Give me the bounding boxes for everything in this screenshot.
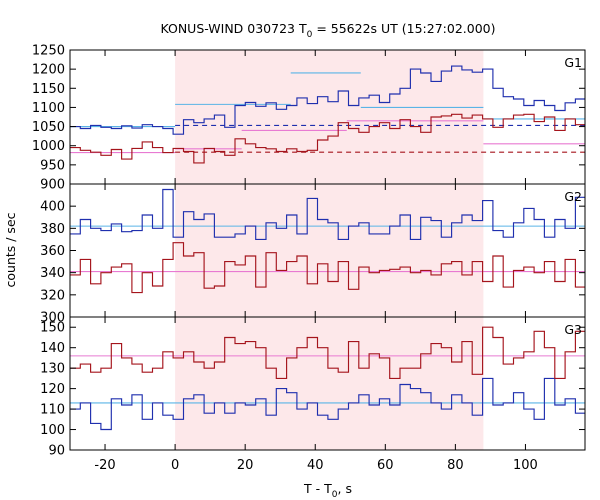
panel-g3: [70, 326, 585, 431]
y-tick-label: 1150: [32, 82, 65, 97]
panels: [70, 65, 585, 431]
y-tick-label: 90: [48, 444, 65, 459]
y-tick-label: 300: [40, 311, 65, 326]
y-tick-label: 900: [40, 178, 65, 193]
y-tick-label: 340: [40, 266, 65, 281]
y-tick-label: 1050: [32, 120, 65, 135]
x-tick-label: 40: [307, 458, 324, 473]
series-blue-g2: [70, 188, 585, 240]
series-blue-g3: [70, 377, 585, 431]
panel-label-g3: G3: [564, 322, 582, 337]
y-tick-label: 1000: [32, 139, 65, 154]
x-axis-ticks: -20 0 20 40 60 80 100: [94, 458, 537, 473]
panel-g1: [70, 65, 585, 164]
series-blue-g1: [70, 65, 585, 135]
panel-label-g1: G1: [564, 55, 582, 70]
y-tick-label: 120: [40, 382, 65, 397]
x-tick-label: 0: [171, 458, 179, 473]
y-tick-label: 150: [40, 321, 65, 336]
x-tick-label: 80: [447, 458, 464, 473]
series-red-g2: [70, 242, 585, 294]
y-tick-label: 360: [40, 244, 65, 259]
panel-g2: [70, 188, 585, 294]
y-axis-label: counts / sec: [3, 212, 18, 287]
x-tick-label: 60: [377, 458, 394, 473]
x-tick-label: -20: [94, 458, 115, 473]
y-tick-label: 1100: [32, 101, 65, 116]
shaded-region: [175, 50, 484, 450]
y-tick-label: 950: [40, 158, 65, 173]
frame-g3: [69, 316, 586, 451]
y-tick-label: 110: [40, 403, 65, 418]
x-axis-label: T - T0, s: [303, 481, 352, 500]
series-red-g1: [70, 113, 585, 164]
series-red-g3: [70, 326, 585, 379]
y-tick-label: 140: [40, 341, 65, 356]
y-tick-label: 380: [40, 222, 65, 237]
y-tick-label: 100: [40, 423, 65, 438]
y-tick-label: 400: [40, 200, 65, 215]
x-tick-label: 100: [513, 458, 538, 473]
y-tick-label: 130: [40, 362, 65, 377]
panel-label-g2: G2: [564, 189, 582, 204]
y-tick-label: 320: [40, 288, 65, 303]
shaded-interval: [175, 50, 484, 450]
y-tick-label: 1250: [32, 44, 65, 59]
panel-frames: 900 950 1000 1050 1100 1150 1200 1250 G1 300 320 34…: [32, 44, 586, 459]
y-tick-label: 1200: [32, 63, 65, 78]
x-tick-label: 20: [237, 458, 254, 473]
chart-title: KONUS-WIND 030723 T0 = 55622s UT (15:27:…: [160, 21, 495, 40]
